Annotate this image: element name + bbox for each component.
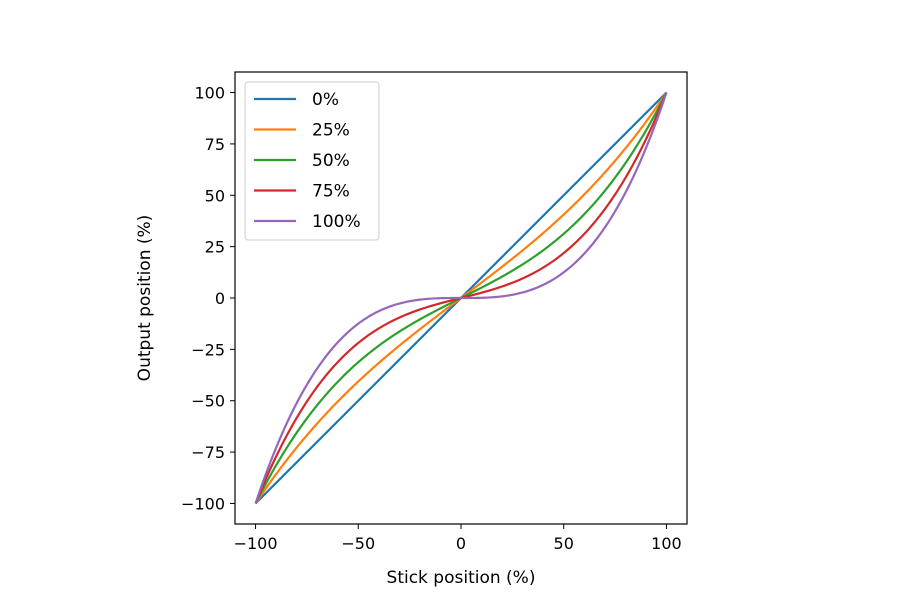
legend-label: 50% [312, 151, 350, 171]
legend-label: 100% [312, 212, 361, 232]
legend-label: 75% [312, 182, 350, 202]
y-tick-label: 50 [205, 186, 225, 205]
y-tick-label: 25 [205, 238, 225, 257]
y-tick-label: −100 [181, 494, 225, 513]
y-tick-label: −75 [191, 443, 225, 462]
y-tick-label: 75 [205, 135, 225, 154]
x-tick-label: 100 [651, 534, 682, 553]
legend-box [244, 81, 380, 241]
legend-label: 0% [312, 90, 339, 110]
tick-layer: −100 −50 0 50 100 −100 −75 −50 −25 0 25 50 75 100 [181, 84, 682, 553]
y-tick-label: −50 [191, 392, 225, 411]
x-tick-label: −50 [341, 534, 375, 553]
x-tick-label: 0 [456, 534, 466, 553]
x-tick-label: 50 [554, 534, 574, 553]
series-layer [254, 91, 668, 505]
y-tick-label: −25 [191, 340, 225, 359]
x-axis-label: Stick position (%) [387, 568, 536, 588]
y-axis-label: Output position (%) [135, 215, 155, 382]
legend: 0% 25% 50% 75% 100% [244, 81, 380, 241]
y-tick-label: 100 [194, 84, 225, 103]
y-tick-label: 0 [215, 289, 225, 308]
x-tick-label: −100 [234, 534, 278, 553]
series-line-4 [254, 92, 668, 504]
legend-label: 25% [312, 121, 350, 141]
